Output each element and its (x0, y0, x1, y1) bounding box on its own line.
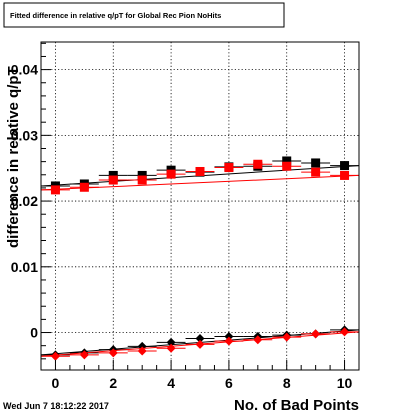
data-point-square (50, 185, 60, 195)
chart-title: Fitted difference in relative q/pT for G… (10, 11, 221, 20)
data-point-square (137, 175, 147, 185)
data-point-diamond (166, 337, 176, 347)
x-tick-label: 2 (109, 375, 117, 391)
data-point-square (108, 170, 118, 180)
data-point-square (311, 167, 321, 177)
data-point-square (79, 182, 89, 192)
y-tick-label: 0.03 (11, 127, 38, 143)
x-tick-label: 6 (225, 375, 233, 391)
grid (41, 42, 359, 370)
data-point-square (108, 175, 118, 185)
timestamp-label: Wed Jun 7 18:12:22 2017 (3, 401, 109, 411)
axis-ticks: 0 2 4 6 8 10 0 0.01 0.02 0.03 0.04 (11, 42, 353, 391)
plot-frame (40, 41, 360, 371)
series-group (40, 159, 360, 195)
y-tick-label: 0.02 (11, 193, 38, 209)
data-point-diamond (224, 336, 234, 346)
x-axis-title: No. of Bad Points (234, 397, 359, 414)
data-point-diamond (79, 350, 89, 360)
data-point-diamond (282, 332, 292, 342)
title-box (3, 2, 285, 28)
x-tick-label: 0 (52, 375, 60, 391)
data-point-diamond (253, 335, 263, 345)
x-tick-label: 8 (283, 375, 291, 391)
data-point-diamond (340, 327, 350, 337)
x-tick-label: 10 (337, 375, 353, 391)
y-tick-label: 0.01 (11, 259, 38, 275)
data-point-diamond (195, 333, 205, 343)
y-tick-label: 0 (30, 325, 38, 341)
data-point-square (340, 170, 350, 180)
data-point-square (340, 161, 350, 171)
data-point-square (137, 170, 147, 180)
data-point-square (224, 163, 234, 173)
x-tick-label: 4 (167, 375, 175, 391)
y-axis-title: difference in relative q/pT (5, 66, 22, 248)
data-point-square (311, 158, 321, 168)
data-point-diamond (311, 329, 321, 339)
data-series (40, 156, 360, 361)
data-point-diamond (224, 331, 234, 341)
data-point-square (166, 169, 176, 179)
data-point-diamond (108, 348, 118, 358)
data-point-square (282, 156, 292, 166)
data-point-square (253, 159, 263, 169)
data-point-diamond (195, 339, 205, 349)
data-point-square (282, 161, 292, 171)
series-group (40, 327, 360, 361)
data-point-square (195, 166, 205, 176)
data-point-diamond (137, 346, 147, 356)
data-point-diamond (50, 351, 60, 361)
y-tick-label: 0.04 (11, 62, 38, 78)
data-point-diamond (166, 343, 176, 353)
